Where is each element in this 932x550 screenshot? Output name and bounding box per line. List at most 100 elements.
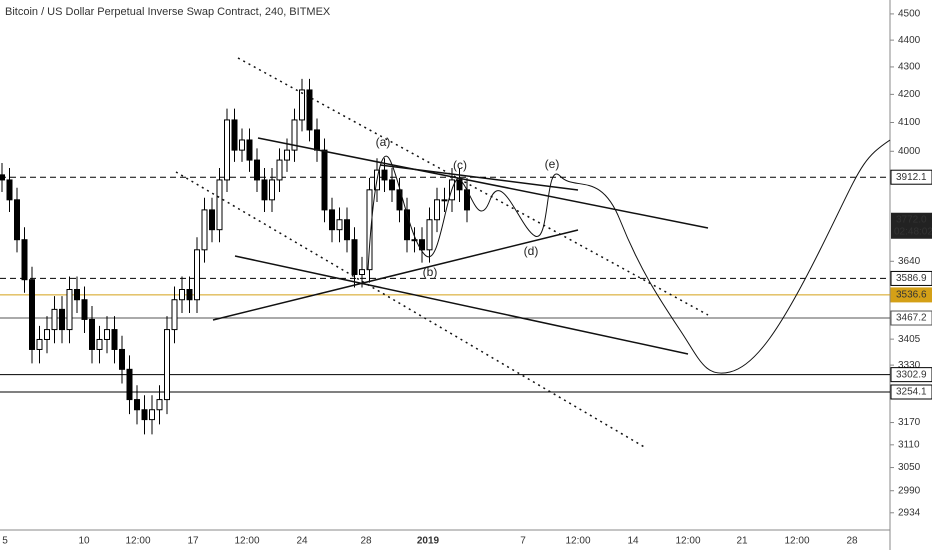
candle-body [29, 279, 35, 350]
y-tick-label: 4300 [898, 62, 921, 73]
chart-title: Bitcoin / US Dollar Perpetual Inverse Sw… [5, 6, 331, 18]
candle-body [434, 199, 440, 221]
x-tick-label: 5 [2, 536, 8, 547]
x-tick-label: 21 [736, 536, 748, 547]
candle-body [284, 149, 290, 161]
candle-body [194, 249, 200, 301]
candle-body [351, 239, 358, 276]
candle-body [36, 338, 43, 350]
candle-body [291, 119, 298, 151]
candle-body [104, 329, 110, 340]
y-tick-label: 3170 [898, 417, 921, 428]
annotation: (a) [376, 135, 391, 149]
candle-body [329, 209, 335, 231]
candle-body [216, 179, 223, 231]
y-tick-label: 3050 [898, 462, 921, 473]
plot-layer [0, 78, 890, 435]
candle-body [299, 89, 305, 121]
candle-body [411, 239, 418, 242]
price-level-box [890, 367, 932, 383]
candle-body [201, 209, 208, 251]
annotation: (c) [453, 158, 467, 172]
price-level-label: 3254.1 [896, 387, 927, 398]
candle-body [21, 239, 28, 281]
drawings [175, 57, 891, 449]
price-level-label: 3302.9 [896, 369, 927, 380]
price-level-box [890, 384, 932, 400]
trend-line [212, 229, 579, 321]
x-tick-label: 24 [296, 536, 308, 547]
candle-body [186, 289, 193, 301]
countdown-label: 02:48:02 [894, 226, 932, 237]
x-tick-label: 12:00 [784, 536, 809, 547]
projection-path [457, 139, 891, 374]
candle-body [209, 209, 215, 231]
candle-body [396, 189, 403, 211]
price-level-label: 3912.1 [896, 172, 927, 183]
candle-body [44, 329, 50, 340]
candle-body [0, 174, 5, 181]
price-level-label: 3467.2 [896, 313, 927, 324]
x-tick-label: 2019 [417, 536, 440, 547]
candle-body [89, 318, 95, 350]
current-price-label: 3772.0 [896, 214, 927, 225]
candle-body [306, 89, 313, 131]
x-tick-label: 7 [520, 536, 526, 547]
trend-line [257, 137, 709, 229]
candle-body [381, 169, 388, 181]
y-tick-label: 3405 [898, 334, 921, 345]
x-tick-label: 12:00 [675, 536, 700, 547]
candle-body [276, 159, 283, 181]
candle-body [246, 139, 253, 161]
y-tick-label: 3110 [898, 439, 920, 450]
y-tick-label: 2934 [898, 507, 921, 518]
candle-body [269, 179, 275, 201]
price-level-box [890, 310, 932, 326]
candle-body [179, 289, 185, 301]
candle-body [66, 289, 73, 331]
candle-body [164, 329, 170, 401]
candle-body [419, 239, 425, 251]
y-tick-label: 4100 [898, 117, 921, 128]
y-tick-label: 4200 [898, 89, 921, 100]
candle-body [426, 219, 433, 251]
x-tick-label: 12:00 [234, 536, 259, 547]
y-tick-label: 4500 [898, 9, 921, 20]
candle-body [74, 289, 80, 301]
candle-body [156, 399, 163, 411]
candle-body [119, 348, 125, 370]
annotation: (b) [423, 265, 438, 279]
x-tick-label: 12:00 [125, 536, 150, 547]
candle-body [359, 269, 365, 276]
candle-body [141, 409, 148, 421]
y-tick-label: 3330 [898, 360, 921, 371]
candle-body [254, 159, 260, 181]
candle-body [14, 199, 20, 241]
candle-body [59, 308, 65, 331]
candle-body [261, 179, 268, 201]
x-tick-label: 12:00 [565, 536, 590, 547]
wave-path [367, 155, 459, 271]
candle-body [149, 409, 155, 421]
price-level-box [890, 270, 932, 286]
x-tick-label: 28 [360, 536, 372, 547]
trend-line [379, 164, 579, 191]
candle-body [96, 338, 103, 350]
candle-body [389, 179, 395, 191]
candle-body [321, 149, 328, 211]
candle-body [366, 189, 373, 271]
price-level-label: 3586.9 [896, 273, 927, 284]
trend-line [234, 255, 689, 355]
candle-body [314, 129, 320, 151]
candle-body [231, 119, 238, 151]
candle-body [344, 219, 350, 241]
x-tick-label: 28 [846, 536, 858, 547]
y-tick-label: 3640 [898, 256, 921, 267]
trend-line [175, 171, 647, 449]
candle-body [336, 219, 343, 231]
annotation: (e) [545, 157, 560, 171]
candle-body [224, 119, 230, 181]
candle-body [441, 199, 448, 202]
candle-body [51, 308, 58, 331]
